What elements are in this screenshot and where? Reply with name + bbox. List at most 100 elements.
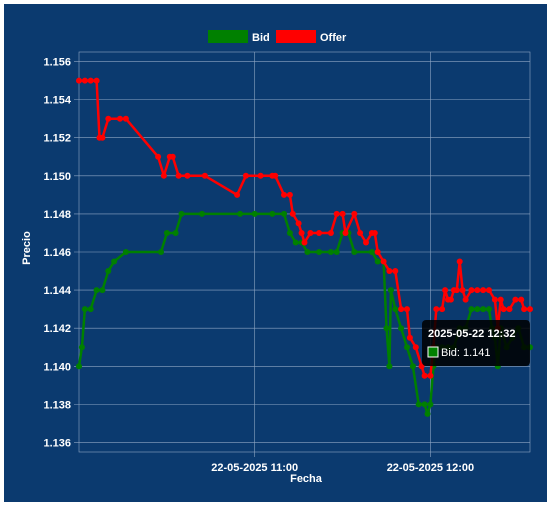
- data-point-offer[interactable]: [357, 230, 364, 236]
- data-point-offer[interactable]: [456, 258, 463, 265]
- data-point-bid[interactable]: [474, 306, 481, 313]
- data-point-bid[interactable]: [421, 401, 428, 408]
- data-point-offer[interactable]: [281, 191, 287, 198]
- data-point-offer[interactable]: [327, 230, 334, 236]
- data-point-offer[interactable]: [93, 77, 100, 84]
- data-point-offer[interactable]: [392, 268, 399, 274]
- data-point-offer[interactable]: [160, 172, 167, 179]
- data-point-offer[interactable]: [339, 210, 346, 217]
- data-point-offer[interactable]: [433, 306, 440, 313]
- data-point-offer[interactable]: [286, 191, 293, 198]
- data-point-offer[interactable]: [81, 77, 88, 84]
- data-point-offer[interactable]: [398, 306, 405, 313]
- data-point-offer[interactable]: [99, 134, 106, 141]
- data-point-bid[interactable]: [392, 306, 399, 313]
- legend-label-bid[interactable]: Bid: [252, 32, 270, 44]
- data-point-offer[interactable]: [427, 372, 434, 379]
- data-point-bid[interactable]: [122, 249, 129, 255]
- data-point-offer[interactable]: [374, 249, 381, 255]
- data-point-offer[interactable]: [289, 210, 296, 217]
- data-point-bid[interactable]: [427, 401, 434, 408]
- data-point-offer[interactable]: [480, 287, 487, 294]
- data-point-bid[interactable]: [383, 325, 390, 332]
- data-point-bid[interactable]: [327, 249, 334, 255]
- data-point-bid[interactable]: [351, 249, 358, 255]
- data-point-offer[interactable]: [491, 296, 498, 303]
- data-point-offer[interactable]: [333, 210, 340, 217]
- data-point-bid[interactable]: [374, 258, 381, 265]
- data-point-bid[interactable]: [178, 210, 185, 217]
- data-point-bid[interactable]: [158, 249, 164, 255]
- data-point-offer[interactable]: [363, 239, 369, 246]
- data-point-offer[interactable]: [527, 306, 533, 313]
- data-point-offer[interactable]: [342, 230, 349, 236]
- data-point-offer[interactable]: [234, 191, 241, 198]
- data-point-bid[interactable]: [386, 363, 393, 370]
- data-point-offer[interactable]: [512, 296, 519, 303]
- data-point-bid[interactable]: [368, 249, 375, 255]
- data-point-offer[interactable]: [442, 287, 449, 294]
- data-point-offer[interactable]: [316, 230, 323, 236]
- data-point-bid[interactable]: [105, 268, 112, 274]
- data-point-offer[interactable]: [404, 306, 410, 313]
- data-point-offer[interactable]: [500, 306, 507, 313]
- data-point-offer[interactable]: [351, 210, 358, 217]
- data-point-offer[interactable]: [242, 172, 249, 179]
- data-point-bid[interactable]: [78, 344, 85, 351]
- data-point-bid[interactable]: [292, 239, 299, 246]
- data-point-bid[interactable]: [486, 306, 492, 313]
- data-point-offer[interactable]: [175, 172, 182, 179]
- data-point-offer[interactable]: [371, 230, 378, 236]
- data-point-bid[interactable]: [316, 249, 323, 255]
- data-point-bid[interactable]: [409, 363, 416, 370]
- data-point-bid[interactable]: [199, 210, 205, 217]
- data-point-offer[interactable]: [521, 306, 528, 313]
- data-point-offer[interactable]: [447, 296, 454, 303]
- data-point-offer[interactable]: [169, 153, 176, 160]
- data-point-offer[interactable]: [380, 258, 387, 265]
- data-point-bid[interactable]: [93, 287, 100, 294]
- data-point-bid[interactable]: [111, 258, 118, 265]
- data-point-offer[interactable]: [462, 296, 469, 303]
- data-point-offer[interactable]: [406, 334, 413, 341]
- data-point-offer[interactable]: [105, 115, 112, 122]
- data-point-bid[interactable]: [468, 306, 475, 313]
- data-point-offer[interactable]: [257, 172, 264, 179]
- data-point-bid[interactable]: [99, 287, 106, 294]
- data-point-offer[interactable]: [298, 230, 305, 236]
- data-point-offer[interactable]: [155, 153, 162, 160]
- legend-label-offer[interactable]: Offer: [320, 32, 347, 44]
- data-point-offer[interactable]: [474, 287, 481, 294]
- data-point-bid[interactable]: [415, 401, 422, 408]
- data-point-offer[interactable]: [76, 77, 82, 84]
- data-point-offer[interactable]: [453, 287, 460, 294]
- data-point-offer[interactable]: [497, 296, 504, 303]
- data-point-bid[interactable]: [251, 210, 258, 217]
- data-point-bid[interactable]: [286, 230, 293, 236]
- data-point-offer[interactable]: [184, 172, 191, 179]
- data-point-bid[interactable]: [398, 325, 405, 332]
- data-point-bid[interactable]: [333, 249, 340, 255]
- data-point-bid[interactable]: [304, 249, 311, 255]
- data-point-offer[interactable]: [301, 239, 308, 246]
- data-point-offer[interactable]: [486, 287, 492, 294]
- data-point-offer[interactable]: [412, 344, 419, 351]
- data-point-offer[interactable]: [459, 287, 466, 294]
- data-point-offer[interactable]: [518, 296, 525, 303]
- data-point-offer[interactable]: [272, 172, 279, 179]
- data-point-bid[interactable]: [87, 306, 94, 313]
- data-point-offer[interactable]: [122, 115, 129, 122]
- legend-swatch-bid[interactable]: [208, 30, 248, 43]
- data-point-bid[interactable]: [81, 306, 88, 313]
- data-point-offer[interactable]: [201, 172, 208, 179]
- data-point-bid[interactable]: [172, 230, 179, 236]
- data-point-offer[interactable]: [506, 306, 513, 313]
- data-point-offer[interactable]: [418, 363, 425, 370]
- data-point-offer[interactable]: [307, 230, 314, 236]
- data-point-bid[interactable]: [76, 363, 82, 370]
- data-point-offer[interactable]: [295, 220, 302, 227]
- data-point-offer[interactable]: [117, 115, 123, 122]
- data-point-bid[interactable]: [424, 410, 431, 417]
- data-point-offer[interactable]: [386, 268, 393, 274]
- data-point-bid[interactable]: [281, 210, 287, 217]
